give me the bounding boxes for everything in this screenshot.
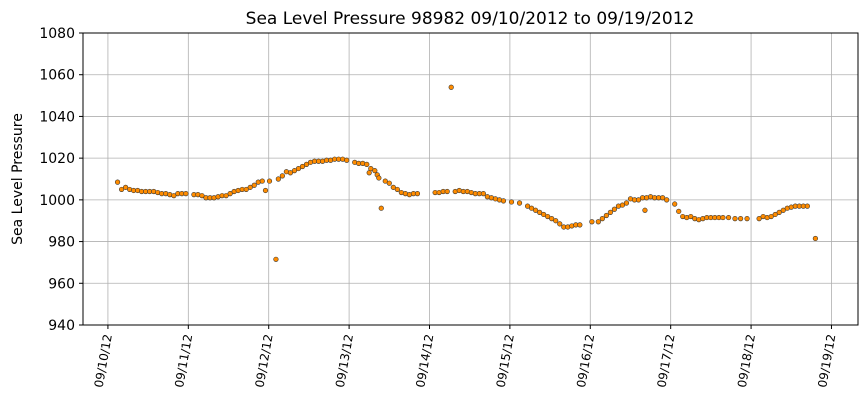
point — [273, 256, 279, 262]
point — [114, 179, 121, 185]
point — [480, 191, 486, 197]
point — [364, 161, 370, 167]
point — [533, 207, 539, 213]
point — [123, 184, 129, 190]
y-tick-label: 1020 — [39, 151, 75, 167]
point — [537, 209, 543, 215]
point — [642, 207, 648, 213]
point — [266, 178, 273, 184]
point — [171, 193, 177, 199]
point — [382, 178, 388, 184]
point — [287, 170, 294, 176]
point — [444, 188, 450, 195]
point — [725, 214, 732, 221]
point — [720, 214, 726, 221]
point — [541, 211, 547, 218]
point — [275, 176, 281, 182]
point — [812, 235, 818, 242]
point — [448, 84, 454, 90]
point — [344, 157, 350, 163]
y-tick-label: 940 — [48, 318, 75, 334]
point — [664, 197, 670, 203]
point — [508, 199, 515, 205]
point — [368, 165, 374, 172]
point — [251, 182, 257, 188]
point — [376, 175, 382, 181]
y-tick-label: 1080 — [39, 26, 75, 42]
point — [227, 191, 233, 197]
point — [183, 191, 189, 197]
point — [619, 202, 626, 208]
point — [607, 209, 613, 215]
point — [372, 168, 378, 174]
point — [524, 203, 531, 209]
point — [553, 218, 559, 224]
point — [295, 165, 302, 172]
y-tick-label: 1060 — [39, 68, 75, 84]
point — [595, 219, 601, 225]
point — [557, 221, 563, 227]
point — [259, 178, 265, 184]
point — [291, 168, 298, 174]
point — [804, 203, 810, 209]
point — [516, 200, 523, 206]
point — [738, 216, 744, 222]
y-tick-label: 1040 — [39, 109, 75, 125]
y-tick-label: 980 — [48, 235, 75, 251]
point — [118, 186, 125, 193]
point — [243, 186, 249, 193]
point — [768, 213, 774, 220]
point — [199, 193, 205, 199]
point — [279, 173, 285, 179]
y-tick-label: 960 — [48, 276, 75, 292]
point — [394, 186, 400, 193]
point — [611, 206, 618, 212]
point — [660, 195, 666, 201]
point — [577, 222, 583, 228]
point — [623, 200, 630, 206]
point — [599, 216, 605, 222]
point — [247, 184, 253, 190]
y-tick-label: 1000 — [39, 193, 75, 209]
point — [603, 212, 609, 219]
point — [744, 216, 750, 222]
plot-frame — [82, 32, 859, 326]
point — [688, 213, 694, 220]
point — [780, 207, 786, 213]
point — [378, 205, 384, 211]
point — [386, 180, 392, 186]
point — [635, 197, 642, 203]
point — [732, 216, 738, 222]
point — [676, 208, 682, 214]
point — [528, 205, 535, 211]
chart-title: Sea Level Pressure 98982 09/10/2012 to 0… — [246, 9, 695, 29]
point — [549, 216, 555, 222]
point — [776, 209, 782, 215]
point — [756, 216, 762, 222]
point — [414, 191, 421, 197]
point — [672, 201, 678, 207]
point — [589, 219, 595, 225]
point — [772, 211, 778, 218]
y-axis-label: Sea Level Pressure — [10, 113, 26, 245]
point — [262, 187, 269, 194]
point — [223, 193, 229, 199]
point — [390, 184, 396, 190]
point — [299, 163, 306, 170]
point — [303, 161, 310, 167]
point — [545, 213, 551, 220]
point — [500, 198, 507, 204]
